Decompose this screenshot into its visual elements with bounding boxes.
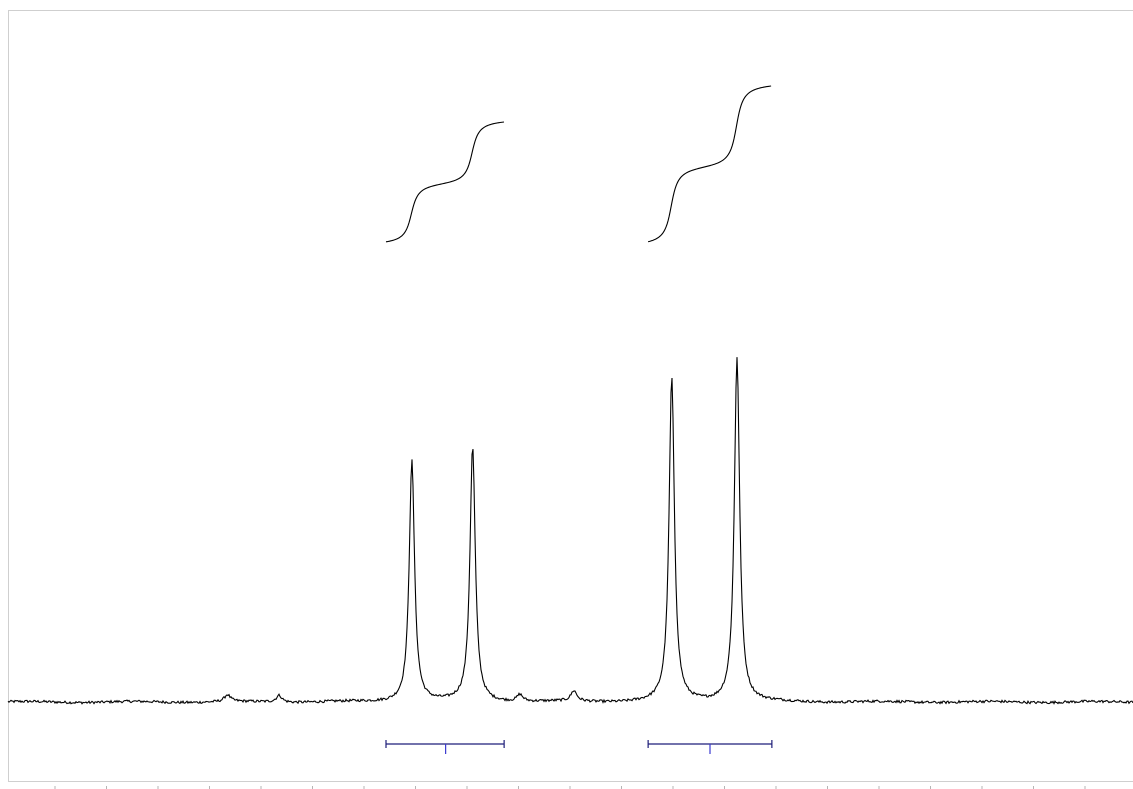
- integral-curve-2: [647, 85, 772, 243]
- spectrum-trace-group: [7, 357, 1133, 705]
- spectrum-trace: [7, 357, 1133, 705]
- integral-curves: [385, 85, 772, 243]
- multiplet-bracket-2: [647, 740, 773, 754]
- integral-curve-1: [385, 121, 505, 243]
- multiplet-brackets: [385, 740, 773, 754]
- plot-frame: [8, 10, 1133, 782]
- multiplet-bracket-1: [385, 740, 505, 754]
